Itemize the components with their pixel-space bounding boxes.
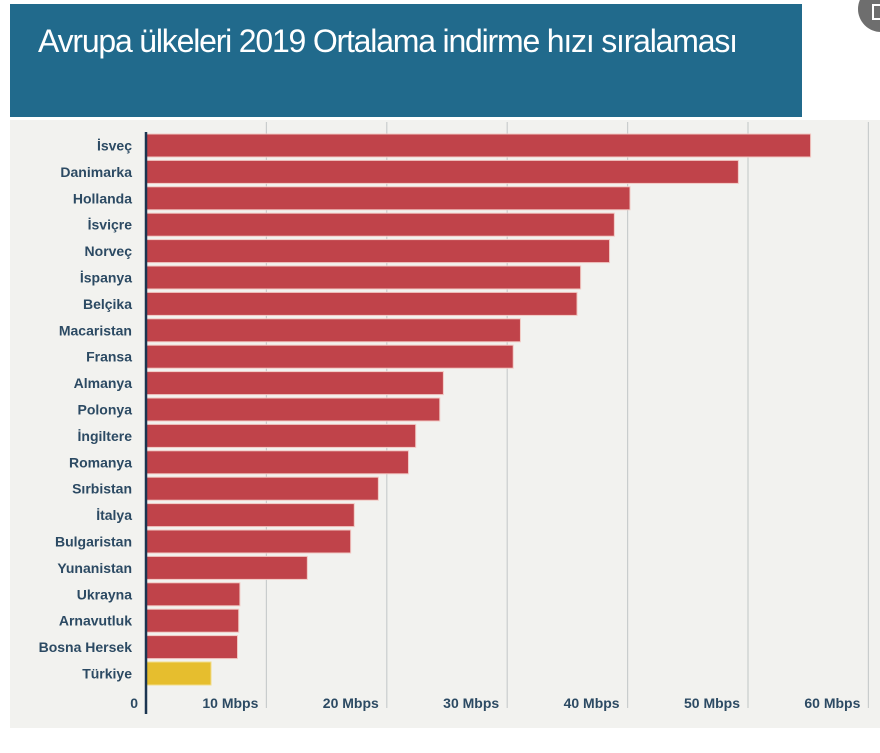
category-label: Türkiye — [82, 666, 132, 682]
bar — [145, 635, 239, 660]
chart-title-banner: Avrupa ülkeleri 2019 Ortalama indirme hı… — [10, 4, 802, 117]
bar — [145, 186, 631, 211]
category-label: İsveç — [97, 138, 132, 154]
bar — [145, 450, 409, 475]
category-label: Almanya — [74, 375, 133, 391]
bar — [145, 133, 812, 158]
bar — [145, 529, 352, 554]
chart-title: Avrupa ülkeleri 2019 Ortalama indirme hı… — [38, 23, 738, 59]
x-tick-label: 10 Mbps — [202, 695, 258, 711]
category-label: Ukrayna — [77, 586, 132, 602]
bar — [145, 555, 308, 580]
category-label: İngiltere — [78, 428, 133, 444]
category-label: İtalya — [96, 507, 132, 523]
category-label: Norveç — [85, 243, 133, 259]
x-tick-label: 60 Mbps — [804, 695, 860, 711]
category-label: Arnavutluk — [59, 613, 132, 629]
category-label: Hollanda — [73, 190, 132, 206]
bar — [145, 397, 441, 422]
bar — [145, 212, 615, 237]
category-label: Macaristan — [59, 322, 132, 338]
x-tick-label: 20 Mbps — [323, 695, 379, 711]
document-icon — [872, 4, 880, 20]
x-tick-label: 50 Mbps — [684, 695, 740, 711]
x-tick-label: 40 Mbps — [564, 695, 620, 711]
bar — [145, 265, 582, 290]
bar — [145, 291, 578, 316]
bar — [145, 371, 444, 396]
bar — [145, 476, 379, 501]
category-label: İspanya — [80, 270, 132, 286]
bar — [145, 661, 212, 686]
chart-panel: İsveç Danimarka Hollanda İsviçre Norveç İspan… — [10, 120, 880, 728]
category-label: Belçika — [83, 296, 132, 312]
category-label: Bosna Hersek — [39, 639, 133, 655]
category-label: Bulgaristan — [55, 534, 132, 550]
category-label: Polonya — [78, 402, 133, 418]
bar — [145, 159, 739, 184]
category-label: Fransa — [86, 349, 132, 365]
bar — [145, 344, 514, 369]
bar-chart: İsveç Danimarka Hollanda İsviçre Norveç İspan… — [39, 122, 870, 714]
category-label: Yunanistan — [57, 560, 132, 576]
category-label: Romanya — [69, 454, 132, 470]
corner-button[interactable] — [858, 0, 880, 32]
category-label: Sırbistan — [72, 481, 132, 497]
bar — [145, 582, 241, 607]
x-tick-label: 30 Mbps — [443, 695, 499, 711]
bar — [145, 423, 417, 448]
x-tick-label: 0 — [130, 695, 138, 711]
bar — [145, 503, 355, 528]
bar — [145, 239, 611, 264]
category-label: Danimarka — [60, 164, 132, 180]
bar — [145, 318, 521, 343]
bar — [145, 608, 240, 633]
category-label: İsviçre — [88, 217, 133, 233]
